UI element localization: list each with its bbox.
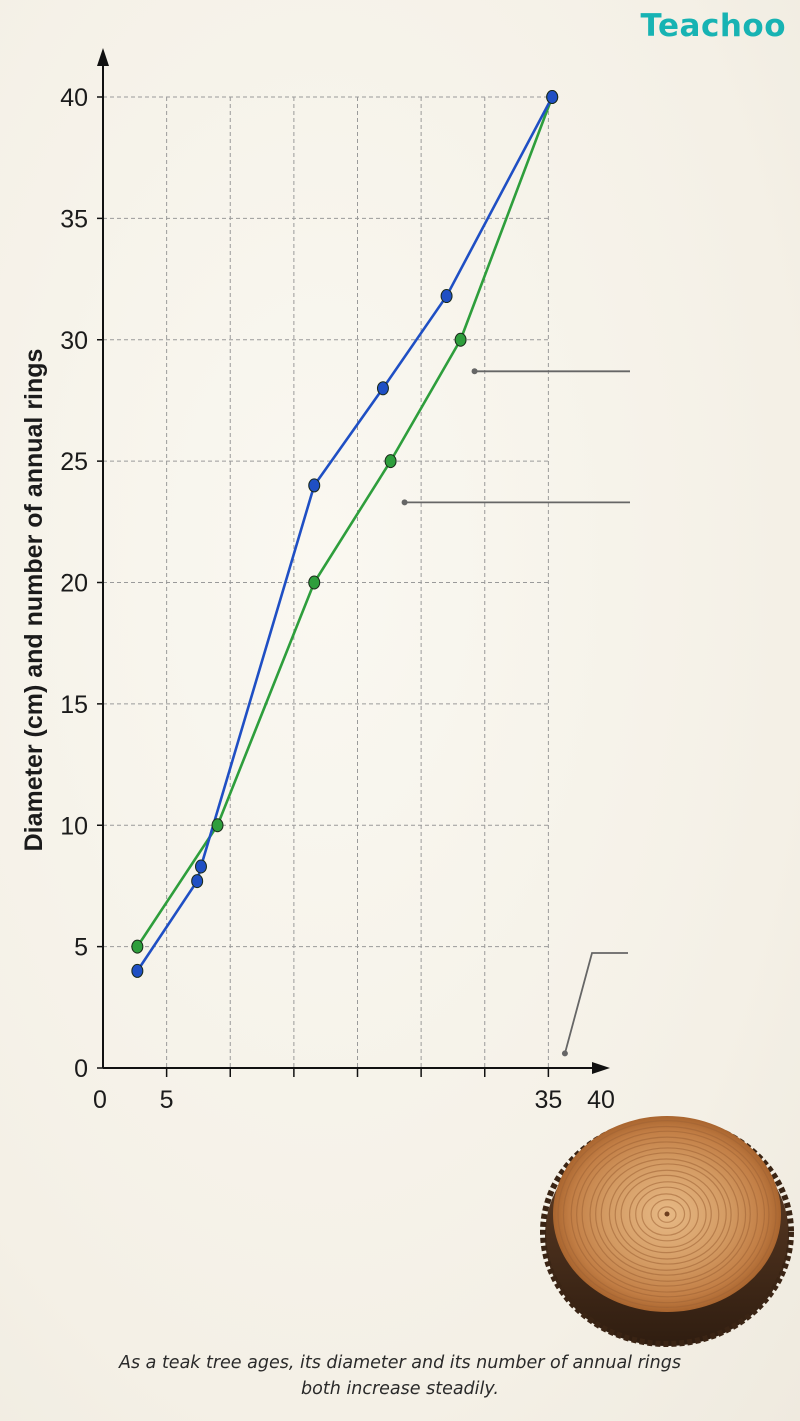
tree-ring-11 [589,1147,747,1282]
point-green-3 [384,454,397,469]
point-blue-4 [376,381,389,396]
tree-ring-16 [557,1120,777,1308]
tree-ring-3 [641,1193,691,1236]
tree-slice-icon [540,1116,794,1347]
chart-axes [97,48,610,1074]
x-axis-arrow [592,1062,610,1074]
caption-line-2: both increase steadily. [301,1379,499,1399]
tree-ring-14 [570,1130,766,1298]
y-tick-label-20: 20 [60,570,88,598]
point-blue-3 [308,478,321,493]
tree-ring-7 [614,1169,720,1260]
tree-ring-9 [600,1158,732,1271]
x-tick-label-5: 5 [160,1086,174,1114]
y-axis-title: Diameter (cm) and number of annual rings [20,349,48,852]
y-tick-label-10: 10 [60,812,88,840]
chart-grid [103,96,549,1068]
tree-ring-10 [595,1152,739,1276]
x-tick-label-0: 0 [93,1086,107,1114]
x-tick-label-35: 35 [534,1086,562,1114]
point-blue-5 [440,289,453,304]
figure-caption: As a teak tree ages, its diameter and it… [0,1350,800,1402]
tree-ring-15 [562,1125,770,1304]
caption-line-1: As a teak tree ages, its diameter and it… [119,1353,681,1373]
point-blue-1 [191,874,204,889]
point-green-2 [308,575,321,590]
tree-ring-4 [635,1186,699,1242]
point-green-0 [131,939,144,954]
point-green-4 [454,332,467,347]
point-blue-2 [194,859,207,874]
y-tick-label-15: 15 [60,691,88,719]
point-blue-0 [131,963,144,978]
y-tick-label-5: 5 [74,934,88,962]
y-tick-label-40: 40 [60,84,88,112]
chart-series [131,90,559,978]
leader-line-2 [564,952,628,1054]
series-line-green [136,96,554,948]
y-tick-label-30: 30 [60,327,88,355]
y-tick-label-35: 35 [60,205,88,233]
tree-ring-1 [657,1206,677,1223]
point-green-1 [211,818,224,833]
y-tick-label-0: 0 [74,1055,88,1083]
y-tick-label-25: 25 [60,448,88,476]
brand-logo: Teachoo [640,8,786,44]
tree-ring-6 [620,1174,712,1254]
annotation-leaders [401,368,630,1057]
point-blue-6 [546,90,559,104]
tree-ring-2 [650,1199,686,1229]
tree-ring-12 [581,1141,751,1287]
tree-ring-13 [576,1136,758,1293]
tree-ring-5 [628,1181,707,1248]
tree-ring-8 [608,1163,727,1265]
x-tick-label-40: 40 [587,1086,615,1114]
y-axis-arrow [97,48,109,66]
chart-ticks: 0 5 10 15 20 25 30 35 40 0 5 35 40 [60,84,615,1114]
